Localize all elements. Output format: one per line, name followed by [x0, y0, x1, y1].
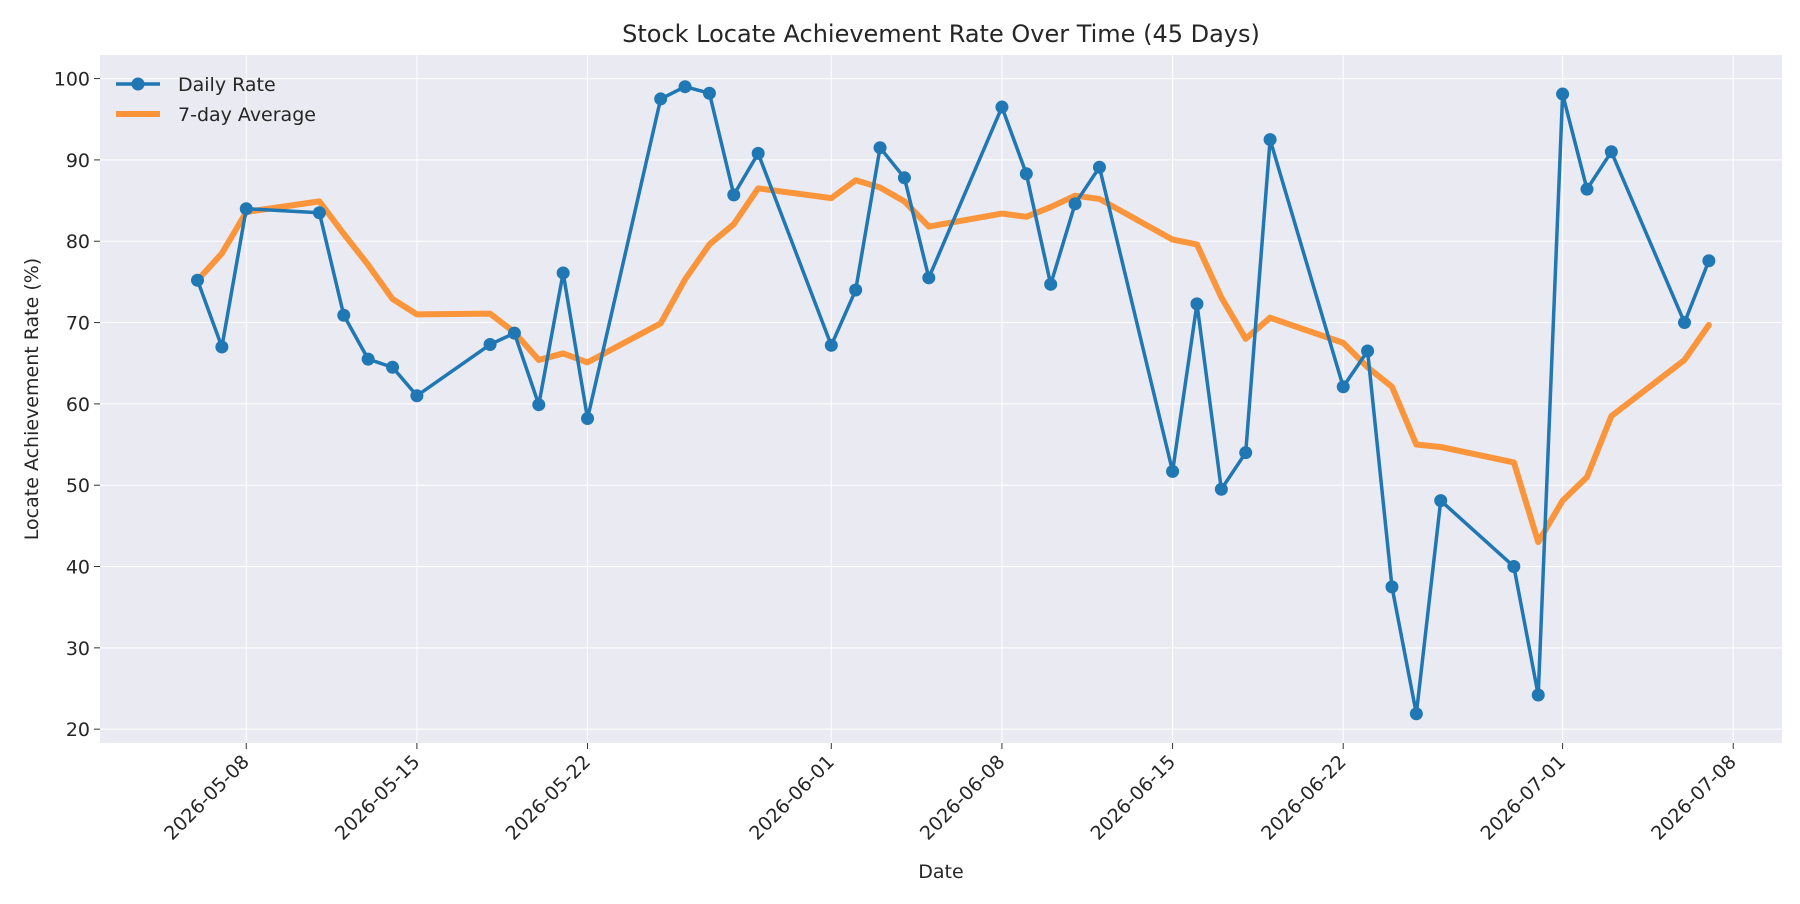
daily-rate-point: [1190, 297, 1204, 311]
daily-rate-point: [922, 271, 936, 285]
x-tick-label: 2026-06-22: [1257, 751, 1351, 845]
x-tick-label: 2026-07-01: [1477, 751, 1571, 845]
daily-rate-point: [386, 360, 400, 374]
daily-rate-point: [1409, 707, 1423, 721]
y-tick-label: 80: [66, 231, 90, 253]
y-axis-ticks: 20 30 40 50 60 70 80 90 100: [54, 69, 100, 741]
daily-rate-point: [1361, 344, 1375, 358]
y-tick-label: 50: [66, 475, 90, 497]
legend: Daily Rate 7-day Average: [116, 74, 316, 126]
daily-rate-point: [1434, 494, 1448, 508]
daily-rate-point: [1507, 560, 1521, 574]
daily-rate-point: [239, 202, 253, 216]
daily-rate-point: [507, 326, 521, 340]
y-tick-label: 20: [66, 719, 90, 741]
seven-day-average-line: [194, 177, 1712, 546]
daily-rate-point: [483, 338, 497, 352]
grid-lines: [100, 55, 1782, 743]
daily-rate-point: [1385, 580, 1399, 594]
daily-rate-point: [581, 412, 595, 426]
daily-rate-point: [1239, 446, 1253, 460]
daily-rate-point: [1092, 160, 1106, 174]
y-tick-label: 100: [54, 69, 90, 91]
daily-rate-point: [897, 171, 911, 185]
daily-rate-point: [1677, 316, 1691, 330]
daily-rate-point: [727, 188, 741, 202]
daily-rate-point: [654, 92, 668, 106]
series-layer: [191, 80, 1716, 721]
daily-rate-point: [751, 146, 765, 160]
y-tick-label: 70: [66, 313, 90, 335]
daily-rate-point: [1068, 197, 1082, 211]
daily-rate-point: [702, 86, 716, 100]
x-tick-label: 2026-05-15: [331, 751, 425, 845]
daily-rate-point: [215, 340, 229, 354]
daily-rate-point: [873, 141, 887, 155]
daily-rate-point: [532, 398, 546, 412]
y-tick-label: 40: [66, 557, 90, 579]
y-axis-label: Locate Achievement Rate (%): [21, 258, 43, 540]
y-tick-label: 60: [66, 394, 90, 416]
x-tick-label: 2026-05-08: [160, 751, 254, 845]
daily-rate-point: [1019, 167, 1033, 181]
daily-rate-point: [1604, 145, 1618, 159]
daily-rate-point: [1702, 254, 1716, 268]
y-tick-label: 90: [66, 150, 90, 172]
daily-rate-point: [556, 266, 570, 280]
daily-rate-point: [678, 80, 692, 94]
chart-title: Stock Locate Achievement Rate Over Time …: [622, 20, 1260, 48]
x-axis-ticks: 2026-05-08 2026-05-15 2026-05-22 2026-06-01…: [160, 743, 1741, 845]
daily-rate-point: [995, 100, 1009, 114]
legend-label-7-day-average: 7-day Average: [178, 104, 316, 126]
daily-rate-point: [1580, 182, 1594, 196]
daily-rate-point: [849, 283, 863, 297]
x-axis-label: Date: [918, 861, 963, 883]
daily-rate-point: [1336, 380, 1350, 394]
daily-rate-point: [1263, 133, 1277, 147]
daily-rate-point: [1166, 464, 1180, 478]
daily-rate-point: [1531, 688, 1545, 702]
daily-rate-point: [191, 273, 205, 287]
daily-rate-point: [1214, 482, 1228, 496]
daily-rate-point: [410, 389, 424, 403]
daily-rate-point: [824, 338, 838, 352]
x-tick-label: 2026-06-08: [916, 751, 1010, 845]
daily-rate-point: [1044, 277, 1058, 291]
x-tick-label: 2026-07-08: [1647, 751, 1741, 845]
daily-rate-point: [312, 206, 326, 220]
daily-rate-point: [1556, 87, 1570, 101]
daily-rate-point: [337, 308, 351, 322]
x-tick-label: 2026-06-01: [745, 751, 839, 845]
legend-marker-daily-rate: [131, 77, 145, 91]
x-tick-label: 2026-05-22: [501, 751, 595, 845]
plot-area: [100, 55, 1782, 743]
x-tick-label: 2026-06-15: [1086, 751, 1180, 845]
legend-label-daily-rate: Daily Rate: [178, 74, 276, 96]
y-tick-label: 30: [66, 638, 90, 660]
daily-rate-point: [361, 352, 375, 366]
